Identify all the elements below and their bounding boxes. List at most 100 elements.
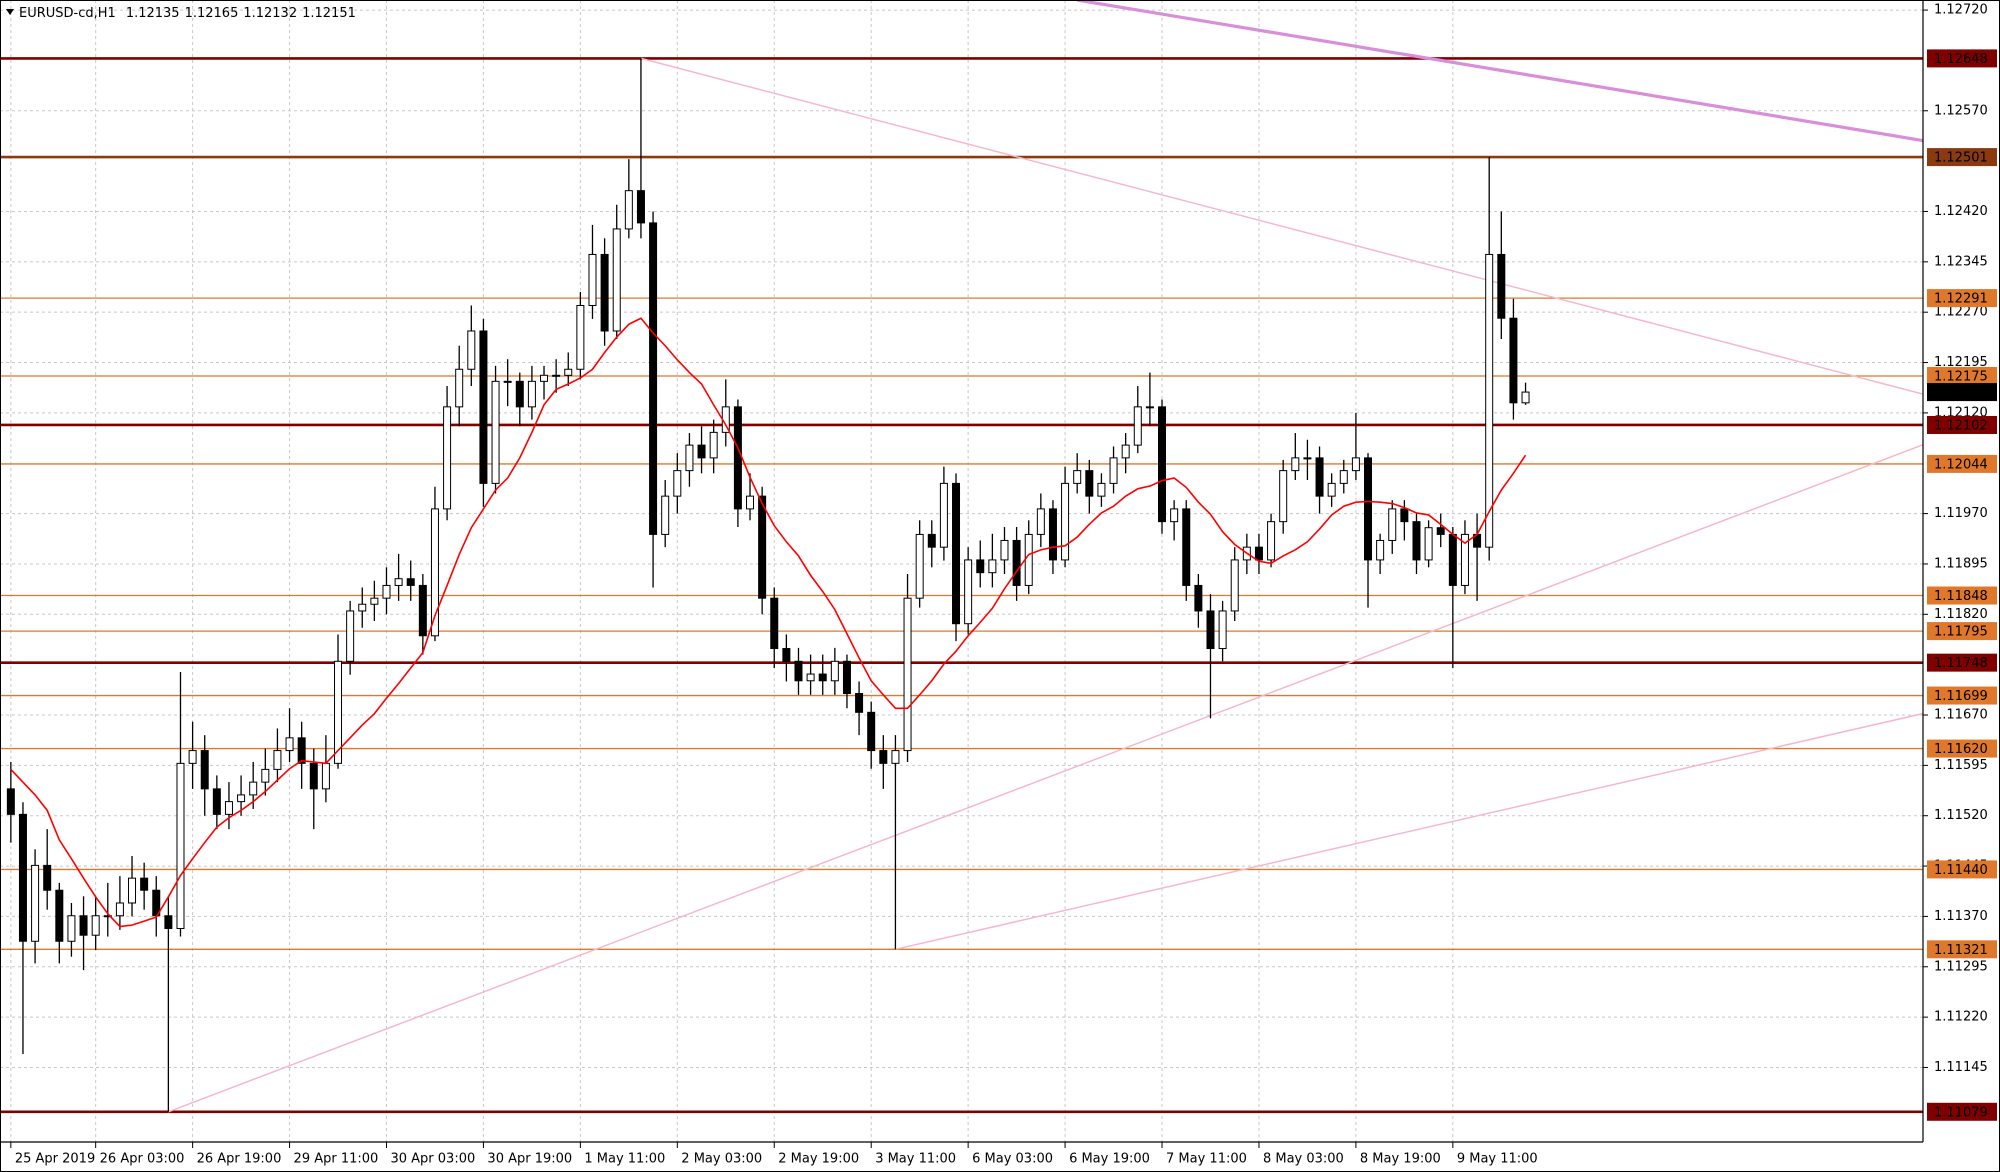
candle-body (1388, 508, 1397, 541)
candle-body (115, 902, 124, 917)
candle-body (321, 762, 330, 790)
candle-body (588, 253, 597, 306)
level-label: 1.11795 (1934, 625, 1988, 640)
x-tick-label: 8 May 19:00 (1360, 1152, 1441, 1167)
x-tick-label: 8 May 03:00 (1263, 1152, 1344, 1167)
grid (0, 0, 1923, 1142)
candle-body (927, 533, 936, 548)
level-label-bg (1927, 739, 1997, 758)
y-tick-label: 1.11595 (1934, 758, 1988, 773)
level-label: 1.12044 (1934, 457, 1988, 472)
candle-body (964, 559, 973, 625)
candle-body (733, 406, 742, 510)
y-tick-label: 1.12345 (1934, 254, 1988, 269)
candle-body (1412, 521, 1421, 561)
candle-body (55, 889, 64, 942)
trendline (168, 443, 1923, 1113)
candle-body (1351, 457, 1360, 472)
x-tick-label: 2 May 03:00 (681, 1152, 762, 1167)
level-label-bg (1927, 686, 1997, 705)
candle-body (1364, 457, 1373, 561)
candle-body (612, 228, 621, 332)
level-label: 1.12648 (1934, 52, 1988, 67)
candle-body (67, 915, 76, 942)
y-tick-label: 1.11370 (1934, 909, 1988, 924)
candle-body (164, 915, 173, 930)
x-tick-label: 6 May 03:00 (972, 1152, 1053, 1167)
candle-body (418, 584, 427, 637)
candle-body (1254, 546, 1263, 561)
candle-body (527, 380, 536, 408)
chart-header: EURUSD-cd,H1 1.12135 1.12165 1.12132 1.12151 (19, 6, 356, 21)
candle-body (867, 711, 876, 752)
candle-body (334, 660, 343, 764)
level-label: 1.12291 (1934, 292, 1988, 307)
candle-body (818, 673, 827, 682)
candle-body (1279, 470, 1288, 523)
candle-body (782, 648, 791, 662)
candle-body (649, 222, 658, 535)
levels (0, 57, 1923, 1114)
x-tick-label: 3 May 11:00 (875, 1152, 956, 1167)
candle-body (140, 877, 149, 891)
level-label-bg (1927, 653, 1997, 672)
level-label-bg (1927, 148, 1997, 167)
candle-body (1424, 527, 1433, 561)
candle-body (1400, 508, 1409, 523)
candle-body (346, 610, 355, 662)
candle-body (1085, 470, 1094, 497)
candle-body (455, 368, 464, 408)
candle-body (1206, 610, 1215, 650)
last-close: 1.12151 (302, 6, 356, 21)
level-label-bg (1927, 415, 1997, 434)
candle-body (188, 750, 197, 764)
candle-body (842, 660, 851, 695)
candle-body (1109, 457, 1118, 484)
symbol-title: EURUSD-cd,H1 (19, 6, 116, 21)
y-tick-label: 1.11820 (1934, 607, 1988, 622)
y-tick-label: 1.11295 (1934, 959, 1988, 974)
level-label-bg (1927, 1102, 1997, 1121)
candle-body (564, 368, 573, 376)
level-label: 1.11440 (1934, 863, 1988, 878)
collapse-icon (6, 9, 14, 15)
x-tick-label: 9 May 11:00 (1457, 1152, 1538, 1167)
candle-body (1012, 539, 1021, 586)
candle-body (1133, 406, 1142, 446)
candle-body (1339, 470, 1348, 484)
candle-body (370, 597, 379, 605)
candles (6, 58, 1530, 1112)
y-tick-label: 1.11145 (1934, 1060, 1988, 1075)
y-tick-label: 1.12420 (1934, 204, 1988, 219)
candle-body (1194, 584, 1203, 612)
candle-body (1097, 482, 1106, 497)
candle-body (1170, 508, 1179, 523)
level-label: 1.11848 (1934, 589, 1988, 604)
candle-body (552, 374, 561, 377)
moving-average-line (10, 317, 1527, 928)
candle-body (515, 380, 524, 408)
candle-body (673, 470, 682, 497)
candle-body (249, 781, 258, 796)
trendline (1076, 0, 1923, 143)
candle-body (1327, 482, 1336, 497)
candle-body (479, 330, 488, 484)
candle-body (261, 768, 270, 783)
x-tick-label: 25 Apr 2019 (15, 1152, 95, 1167)
candle-body (879, 750, 888, 764)
candle-body (1145, 406, 1154, 409)
level-label: 1.11321 (1934, 943, 1988, 958)
trendline (895, 712, 1923, 951)
candle-body (952, 482, 961, 625)
candle-body (212, 788, 221, 815)
level-label-bg (1927, 454, 1997, 473)
candle-body (358, 603, 367, 612)
candle-body (697, 444, 706, 459)
candle-body (1073, 470, 1082, 484)
y-tick-label: 1.12270 (1934, 305, 1988, 320)
candle-body (1267, 521, 1276, 561)
candle-body (794, 660, 803, 682)
last-high: 1.12165 (185, 6, 239, 21)
